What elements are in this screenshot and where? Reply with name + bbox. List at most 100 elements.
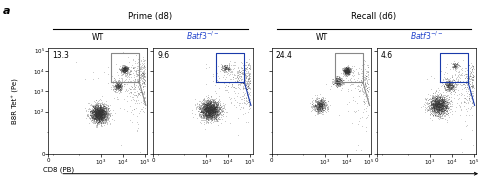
Point [202,113,210,116]
Point [133,79,141,82]
Point [241,61,249,64]
Point [97,107,105,110]
Point [120,71,128,74]
Point [342,68,350,71]
Point [437,99,445,102]
Point [468,78,476,81]
Point [98,111,106,114]
Point [114,85,122,88]
Point [203,112,210,115]
Point [434,102,442,105]
Point [439,104,447,107]
Point [441,103,449,107]
Point [457,93,465,96]
Point [446,82,454,85]
Point [432,105,439,108]
Point [434,107,442,110]
Point [120,70,128,73]
Point [436,107,444,110]
Point [207,113,215,116]
Point [210,109,218,112]
Point [205,99,213,102]
Point [199,103,206,107]
Point [96,121,104,124]
Point [339,82,347,85]
Point [211,114,219,117]
Point [430,105,437,108]
Point [99,114,107,118]
Point [195,107,203,110]
Point [430,99,438,102]
Point [333,81,341,85]
Point [344,67,352,70]
Point [440,82,447,85]
Point [104,114,112,117]
Point [343,69,351,72]
Point [431,100,438,103]
Point [203,114,211,118]
Point [440,114,448,117]
Point [343,69,351,72]
Point [335,113,342,116]
Point [193,101,201,104]
Point [315,101,323,104]
Point [116,64,123,68]
Point [121,69,129,72]
Point [431,103,439,107]
Point [96,109,104,112]
Point [312,108,320,111]
Point [210,104,217,108]
Point [93,111,100,114]
Point [432,107,440,110]
Point [207,118,215,121]
Point [441,98,448,101]
Point [441,100,449,103]
Point [434,112,442,115]
Point [95,109,103,112]
Point [199,113,207,116]
Point [442,101,449,104]
Point [202,109,209,112]
Point [311,103,318,106]
Point [340,71,348,74]
Point [97,117,105,120]
Point [331,80,339,83]
Point [318,103,325,106]
Point [95,116,103,119]
Point [100,115,108,118]
Point [436,97,444,101]
Point [204,117,212,120]
Point [93,122,100,125]
Point [96,116,103,119]
Point [309,108,317,111]
Point [194,102,202,105]
Point [100,112,108,115]
Point [84,115,92,118]
Point [346,69,354,72]
Point [212,109,219,112]
Point [196,114,204,117]
Point [430,96,437,99]
Point [343,66,351,69]
Point [201,109,209,112]
Point [97,115,105,118]
Point [90,110,97,113]
Point [209,104,216,107]
Point [200,112,208,115]
Point [212,105,219,108]
Point [202,110,210,113]
Point [131,101,138,104]
Point [430,104,438,107]
Point [120,68,127,71]
Point [120,68,128,71]
Point [207,106,215,109]
Point [95,115,102,118]
Point [432,103,440,106]
Point [313,106,321,109]
Point [102,110,110,113]
Point [100,115,108,118]
Point [360,67,368,70]
Point [358,69,365,72]
Point [210,112,217,115]
Point [435,101,443,104]
